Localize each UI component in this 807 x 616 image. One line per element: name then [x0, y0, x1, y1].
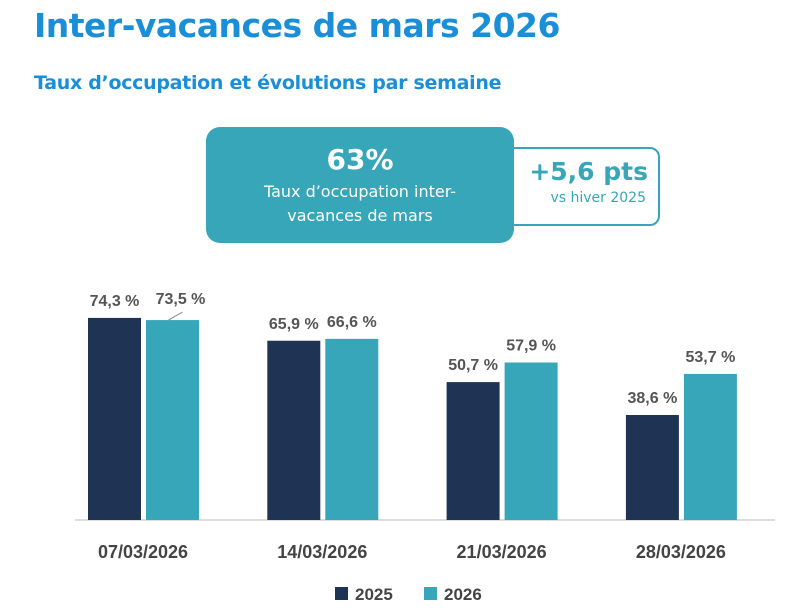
delta-value: +5,6 pts	[529, 157, 648, 186]
kpi-value: 63%	[326, 143, 394, 176]
bar-2025-1	[267, 340, 321, 520]
data-label: 74,3 %	[90, 293, 140, 310]
page-subtitle: Taux d’occupation et évolutions par sema…	[34, 72, 502, 94]
data-label: 73,5 %	[156, 291, 206, 308]
data-label: 50,7 %	[448, 357, 498, 374]
delta-label: vs hiver 2025	[550, 190, 646, 206]
delta-card: +5,6 pts vs hiver 2025	[500, 147, 660, 226]
bar-2025-2	[446, 382, 500, 520]
legend-label-2026: 2026	[444, 585, 482, 604]
x-tick-label: 28/03/2026	[636, 542, 726, 562]
data-label: 38,6 %	[627, 390, 677, 407]
leader-line	[168, 311, 183, 321]
data-label: 65,9 %	[269, 316, 319, 333]
page-title: Inter-vacances de mars 2026	[34, 6, 560, 45]
bar-2026-0	[146, 320, 199, 520]
x-tick-label: 14/03/2026	[277, 542, 367, 562]
kpi-card: 63% Taux d’occupation inter-vacances de …	[206, 127, 514, 243]
bar-2025-3	[625, 415, 679, 520]
x-tick-label: 07/03/2026	[98, 542, 188, 562]
bar-2026-1	[325, 338, 379, 520]
legend-swatch-2026	[424, 587, 437, 600]
bar-2026-2	[504, 362, 558, 520]
legend-swatch-2025	[335, 587, 348, 600]
bar-2026-3	[683, 373, 737, 520]
legend-label-2025: 2025	[355, 585, 393, 604]
bar-2025-0	[88, 317, 141, 520]
x-tick-label: 21/03/2026	[457, 542, 547, 562]
data-label: 53,7 %	[685, 349, 735, 366]
data-label: 66,6 %	[327, 314, 377, 331]
data-label: 57,9 %	[506, 338, 556, 355]
kpi-label: Taux d’occupation inter-vacances de mars	[263, 182, 457, 225]
